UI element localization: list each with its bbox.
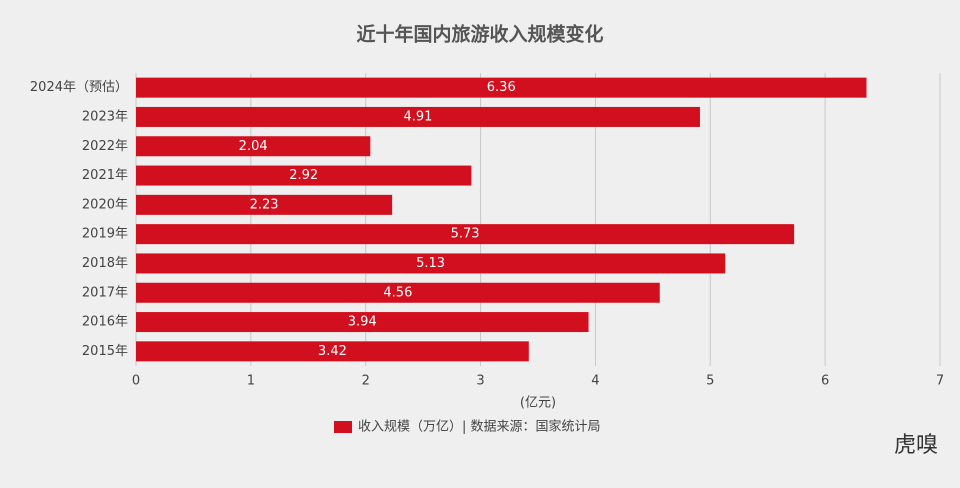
bar <box>136 312 589 333</box>
y-tick-label: 2017年 <box>82 285 128 300</box>
bar <box>136 224 795 245</box>
value-label: 4.56 <box>383 285 412 300</box>
y-tick-label: 2022年 <box>82 139 128 154</box>
bar <box>136 136 371 157</box>
y-tick-label: 2016年 <box>82 315 128 330</box>
value-label: 4.91 <box>403 109 432 124</box>
x-axis-label: (亿元) <box>520 396 556 411</box>
value-label: 2.04 <box>239 139 268 154</box>
value-label: 2.92 <box>289 168 318 183</box>
legend-label: 收入规模（万亿）| 数据来源：国家统计局 <box>358 419 601 435</box>
y-tick-label: 2024年（预估） <box>30 80 128 95</box>
legend-swatch <box>334 421 352 433</box>
x-tick-label: 5 <box>706 374 714 389</box>
x-tick-label: 6 <box>821 374 829 389</box>
y-tick-label: 2015年 <box>82 344 128 359</box>
y-tick-label: 2019年 <box>82 227 128 242</box>
value-label: 3.42 <box>318 344 347 359</box>
value-label: 5.73 <box>451 227 480 242</box>
y-tick-label: 2020年 <box>82 197 128 212</box>
y-tick-label: 2023年 <box>82 109 128 124</box>
chart-title: 近十年国内旅游收入规模变化 <box>356 23 603 46</box>
y-tick-label: 2021年 <box>82 168 128 183</box>
watermark: 虎嗅 <box>894 433 938 458</box>
value-label: 6.36 <box>487 80 516 95</box>
x-tick-label: 1 <box>247 374 255 389</box>
x-tick-label: 4 <box>591 374 599 389</box>
bar <box>136 165 472 186</box>
x-tick-label: 0 <box>132 374 140 389</box>
bar <box>136 341 529 362</box>
value-label: 5.13 <box>416 256 445 271</box>
value-label: 2.23 <box>250 197 279 212</box>
bar <box>136 106 700 127</box>
x-tick-label: 7 <box>936 374 944 389</box>
value-label: 3.94 <box>348 315 377 330</box>
bar <box>136 194 393 215</box>
bar <box>136 253 726 274</box>
x-tick-label: 2 <box>362 374 370 389</box>
bar <box>136 282 660 303</box>
bar <box>136 77 867 98</box>
x-tick-label: 3 <box>476 374 484 389</box>
y-tick-label: 2018年 <box>82 256 128 271</box>
